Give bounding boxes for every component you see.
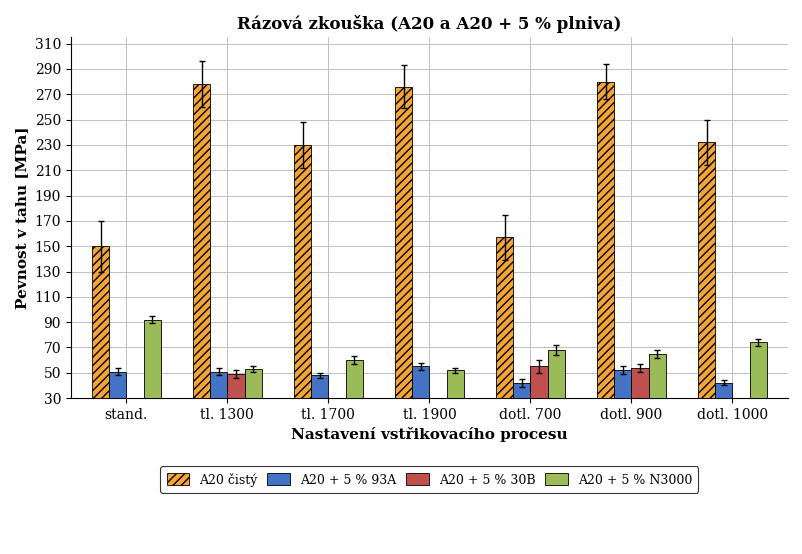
Bar xyxy=(697,142,715,436)
Bar xyxy=(512,383,530,436)
Bar xyxy=(715,383,731,436)
Bar xyxy=(345,360,363,436)
Bar xyxy=(245,369,261,436)
Bar xyxy=(614,370,630,436)
Bar xyxy=(144,320,160,436)
Bar xyxy=(648,354,665,436)
Y-axis label: Pevnost v tahu [MPa]: Pevnost v tahu [MPa] xyxy=(15,126,29,309)
Bar xyxy=(210,372,227,436)
Bar xyxy=(547,350,564,436)
Bar xyxy=(92,246,109,436)
Bar xyxy=(294,145,311,436)
Bar xyxy=(192,84,210,436)
Bar xyxy=(597,81,614,436)
Bar xyxy=(749,342,766,436)
Bar xyxy=(530,366,547,436)
Bar xyxy=(109,372,126,436)
Bar xyxy=(630,368,648,436)
Bar xyxy=(395,87,411,436)
Title: Rázová zkouška (A20 a A20 + 5 % plniva): Rázová zkouška (A20 a A20 + 5 % plniva) xyxy=(237,15,621,33)
Legend: A20 čistý, A20 + 5 % 93A, A20 + 5 % 30B, A20 + 5 % N3000: A20 čistý, A20 + 5 % 93A, A20 + 5 % 30B,… xyxy=(160,466,698,493)
Bar xyxy=(411,366,429,436)
Bar xyxy=(446,370,464,436)
X-axis label: Nastavení vstřikovacího procesu: Nastavení vstřikovacího procesu xyxy=(290,427,567,443)
Bar xyxy=(227,374,245,436)
Bar xyxy=(311,375,328,436)
Bar xyxy=(496,237,512,436)
